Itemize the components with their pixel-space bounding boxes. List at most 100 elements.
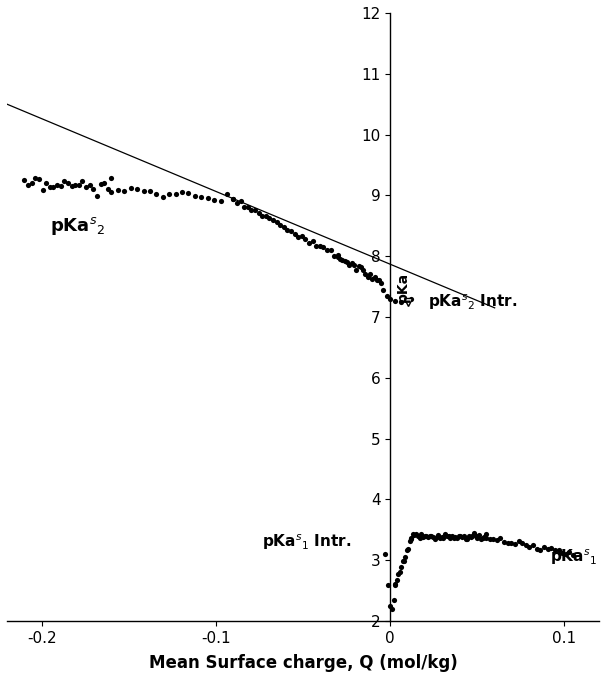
- Point: [406, 533, 416, 544]
- Point: [481, 529, 491, 540]
- Point: [564, 547, 574, 558]
- Point: [304, 238, 314, 249]
- Point: [311, 240, 321, 251]
- Point: [532, 543, 542, 554]
- Point: [410, 530, 419, 540]
- Point: [568, 550, 578, 561]
- Point: [236, 196, 246, 206]
- Point: [440, 529, 450, 540]
- Point: [543, 543, 553, 554]
- Point: [488, 533, 498, 544]
- Point: [457, 532, 467, 543]
- Point: [26, 177, 36, 188]
- Point: [351, 265, 361, 276]
- Point: [535, 545, 545, 555]
- Point: [49, 181, 58, 192]
- Point: [356, 261, 366, 272]
- Point: [315, 240, 325, 251]
- Point: [378, 285, 388, 295]
- Point: [430, 533, 440, 544]
- Point: [88, 184, 98, 195]
- Point: [546, 543, 556, 554]
- Point: [60, 175, 69, 186]
- Point: [340, 255, 350, 266]
- Point: [403, 543, 413, 554]
- Point: [99, 178, 109, 189]
- Point: [171, 188, 181, 199]
- Point: [297, 230, 307, 241]
- Point: [391, 579, 400, 589]
- Point: [152, 189, 161, 200]
- Point: [395, 296, 405, 307]
- Point: [107, 172, 117, 183]
- Point: [165, 189, 174, 200]
- Point: [449, 533, 459, 544]
- Point: [474, 530, 484, 540]
- Point: [196, 191, 206, 202]
- Point: [365, 269, 375, 280]
- Point: [228, 194, 238, 204]
- Point: [376, 278, 386, 289]
- Point: [550, 545, 560, 555]
- Point: [454, 530, 464, 541]
- Point: [406, 534, 416, 545]
- Point: [20, 175, 29, 185]
- Point: [467, 531, 477, 542]
- Point: [349, 260, 359, 271]
- Point: [476, 534, 486, 545]
- Point: [391, 295, 400, 306]
- Point: [492, 535, 502, 546]
- Point: [473, 533, 483, 544]
- Point: [370, 272, 379, 282]
- Text: pKa$^s$$_1$: pKa$^s$$_1$: [550, 547, 597, 567]
- Point: [333, 252, 343, 263]
- Point: [401, 295, 411, 306]
- Point: [445, 533, 455, 544]
- Point: [360, 268, 370, 279]
- Point: [158, 191, 168, 202]
- Text: pKa$^s$$_2$ Intr.: pKa$^s$$_2$ Intr.: [429, 292, 518, 312]
- Point: [437, 532, 446, 543]
- Point: [265, 212, 274, 223]
- Point: [382, 290, 392, 301]
- Point: [177, 187, 187, 198]
- Point: [480, 532, 489, 543]
- Point: [268, 215, 278, 225]
- Point: [254, 208, 263, 219]
- Point: [443, 531, 453, 542]
- Point: [469, 528, 479, 539]
- Point: [478, 532, 488, 543]
- Point: [389, 594, 398, 605]
- Point: [464, 531, 474, 542]
- Point: [372, 275, 382, 286]
- Point: [398, 556, 408, 567]
- Point: [347, 258, 357, 269]
- Point: [384, 579, 394, 590]
- Point: [421, 530, 431, 541]
- Point: [107, 187, 117, 198]
- Point: [293, 232, 303, 243]
- Point: [96, 179, 106, 189]
- Point: [190, 191, 200, 202]
- Point: [354, 261, 363, 272]
- Point: [77, 175, 87, 186]
- Point: [275, 220, 285, 231]
- Point: [451, 532, 460, 543]
- Point: [521, 539, 530, 550]
- Point: [524, 542, 534, 553]
- Point: [459, 531, 468, 542]
- Point: [81, 181, 91, 192]
- Point: [222, 189, 232, 200]
- Point: [282, 224, 292, 235]
- Point: [261, 211, 271, 222]
- Point: [462, 534, 472, 545]
- Text: pKa$^s$$_2$: pKa$^s$$_2$: [50, 215, 106, 237]
- Point: [119, 185, 129, 196]
- Point: [358, 264, 368, 275]
- Point: [126, 183, 136, 194]
- Point: [507, 537, 516, 548]
- X-axis label: Mean Surface charge, Q (mol/kg): Mean Surface charge, Q (mol/kg): [149, 654, 457, 672]
- Point: [427, 530, 437, 541]
- Point: [290, 228, 300, 239]
- Point: [85, 180, 95, 191]
